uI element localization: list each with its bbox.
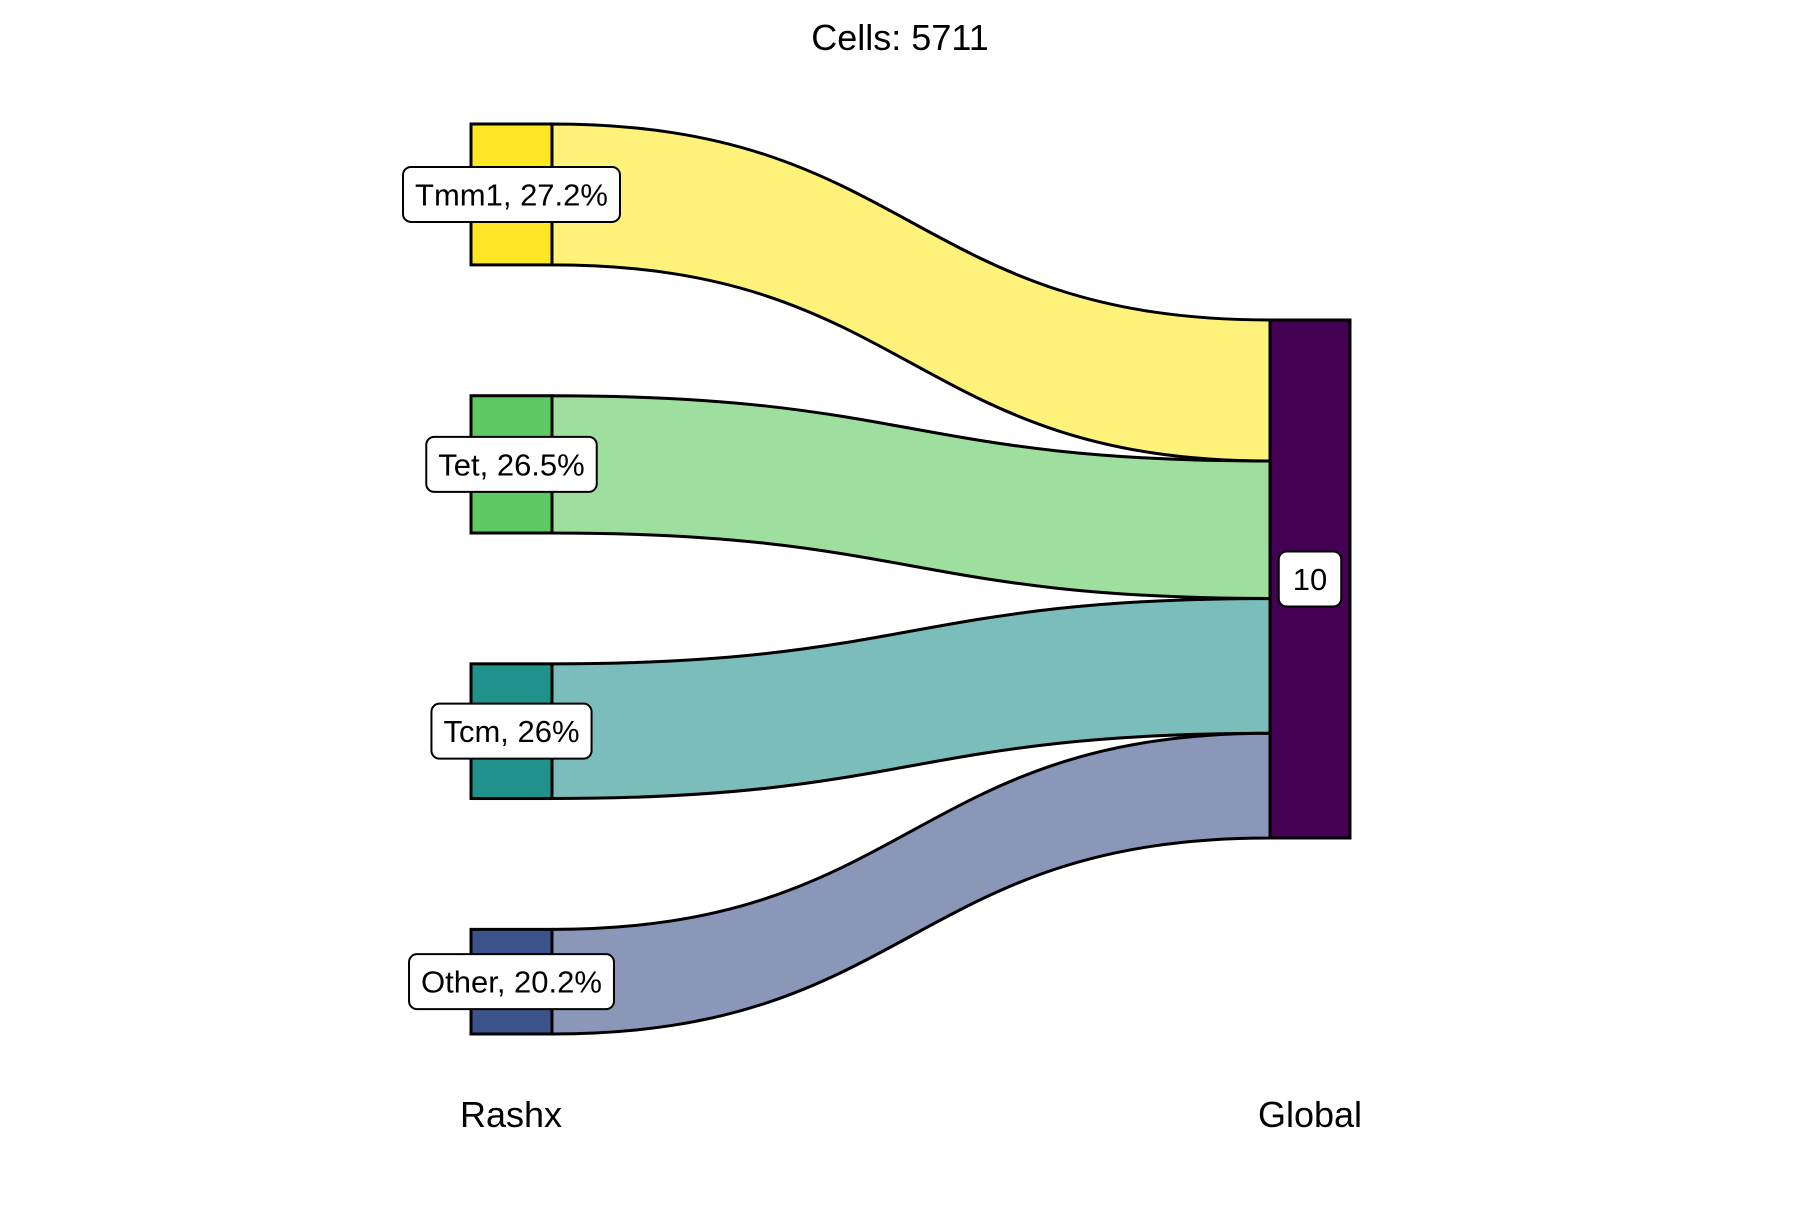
node-label-box-tmm1 xyxy=(402,165,621,223)
axis-label-left: Rashx xyxy=(460,1094,562,1135)
node-label-tcm: Tcm, 26% xyxy=(443,714,579,749)
axis-label-right: Global xyxy=(1258,1094,1362,1135)
node-label-box-right xyxy=(1277,550,1343,608)
node-label-box-tcm xyxy=(430,702,593,760)
node-label-tmm1: Tmm1, 27.2% xyxy=(415,177,608,212)
node-label-tet: Tet, 26.5% xyxy=(438,447,584,482)
node-label-box-tet xyxy=(425,435,598,493)
flows-layer xyxy=(550,122,1272,1036)
node-label-box-other xyxy=(408,953,615,1011)
labels-layer: Tmm1, 27.2% Tet, 26.5% Tcm, 26% Other, 20.2… xyxy=(402,165,1343,1011)
node-label-right: 10 xyxy=(1293,562,1327,597)
chart-title: Cells: 5711 xyxy=(811,17,988,58)
node-label-other: Other, 20.2% xyxy=(421,965,602,1000)
